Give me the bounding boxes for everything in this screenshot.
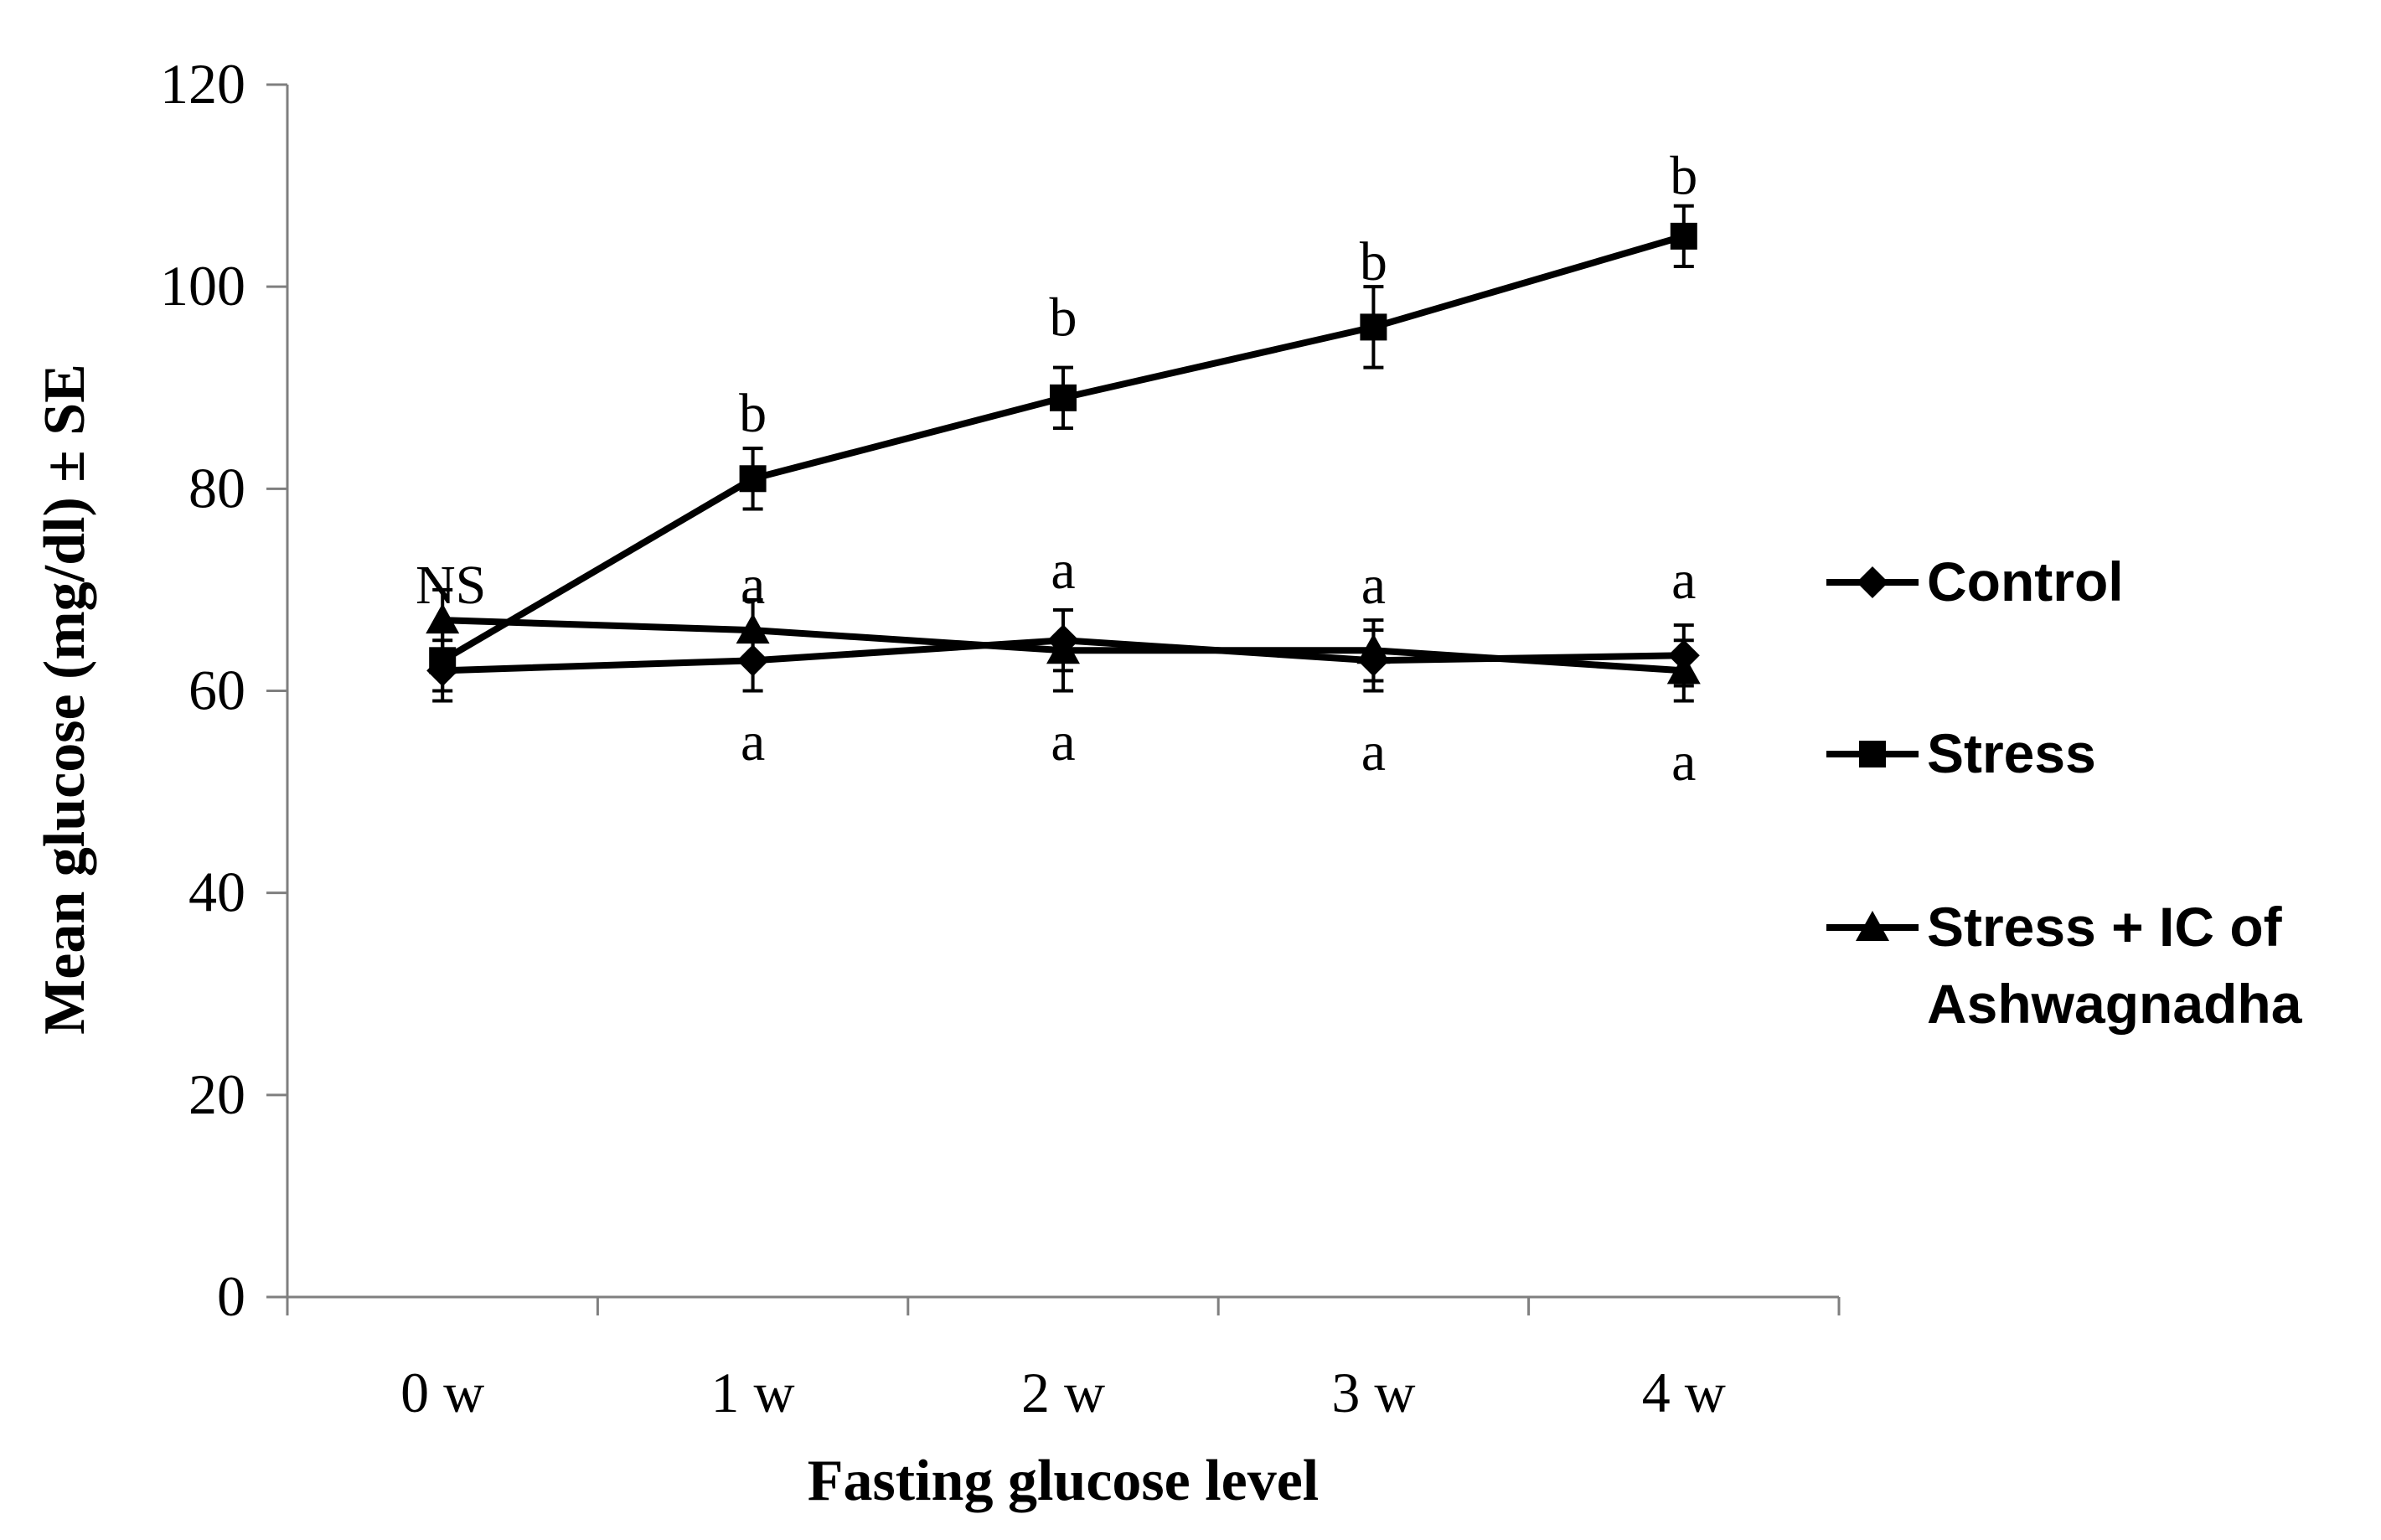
y-axis-ticks: 0 20 40 60 80 100 120 <box>160 52 287 1328</box>
x-tick-label: 4 w <box>1642 1361 1726 1424</box>
significance-label: b <box>739 383 767 444</box>
legend-item-control: Control <box>1826 550 2124 612</box>
significance-label: b <box>1050 287 1077 348</box>
y-tick-label: 40 <box>189 860 245 924</box>
legend-label: Control <box>1927 550 2124 612</box>
data-point <box>1670 222 1697 250</box>
x-axis-title: Fasting glucose level <box>808 1449 1319 1513</box>
significance-label: b <box>1670 146 1697 207</box>
data-point <box>1046 633 1080 664</box>
x-tick-label: 3 w <box>1331 1361 1415 1424</box>
significance-label: a <box>741 711 765 773</box>
significance-label: a <box>741 555 765 616</box>
data-point <box>426 603 460 634</box>
y-tick-label: 80 <box>189 456 245 519</box>
data-point <box>1050 384 1077 411</box>
significance-label: NS <box>416 555 486 616</box>
significance-label: a <box>1671 550 1696 611</box>
significance-label: a <box>1671 731 1696 793</box>
legend-marker <box>1856 911 1889 941</box>
legend: Control Stress Stress + IC of Ashwagnadha <box>1826 550 2303 1035</box>
legend-label: Ashwagnadha <box>1927 973 2303 1035</box>
legend-item-stress-ic-of-ashwagnadha: Stress + IC of Ashwagnadha <box>1826 896 2303 1035</box>
y-tick-label: 120 <box>160 52 245 116</box>
data-point <box>1666 654 1701 685</box>
legend-marker <box>1859 741 1886 767</box>
legend-item-stress: Stress <box>1826 722 2096 784</box>
x-axis-ticks: 0 w 1 w 2 w 3 w 4 w <box>286 1297 1841 1424</box>
x-tick-label: 1 w <box>711 1361 795 1424</box>
y-tick-label: 0 <box>217 1264 245 1328</box>
y-tick-label: 60 <box>189 659 245 722</box>
x-tick-label: 2 w <box>1021 1361 1105 1424</box>
data-point <box>739 465 767 493</box>
series-stress-ic-of-ashwagnadha <box>426 587 1701 703</box>
significance-label: a <box>1361 721 1386 783</box>
significance-label: a <box>1361 555 1386 616</box>
axes <box>266 85 1839 1299</box>
series-stress <box>429 204 1697 693</box>
legend-label: Stress <box>1927 722 2096 784</box>
series-layer <box>426 204 1701 703</box>
data-point <box>1360 313 1387 341</box>
y-tick-label: 100 <box>160 254 245 318</box>
x-tick-label: 0 w <box>400 1361 484 1424</box>
y-axis-title: Mean glucose (mg/dl) ± SE <box>33 364 97 1035</box>
data-point <box>1356 633 1391 664</box>
annotation-layer: NS b a a b a a b a a b a a <box>416 146 1697 793</box>
y-tick-label: 20 <box>189 1062 245 1126</box>
data-point <box>736 613 770 644</box>
significance-label: a <box>1051 711 1075 773</box>
legend-marker <box>1857 566 1888 598</box>
significance-label: b <box>1360 231 1387 292</box>
significance-label: a <box>1051 540 1075 601</box>
legend-label: Stress + IC of <box>1927 896 2283 958</box>
